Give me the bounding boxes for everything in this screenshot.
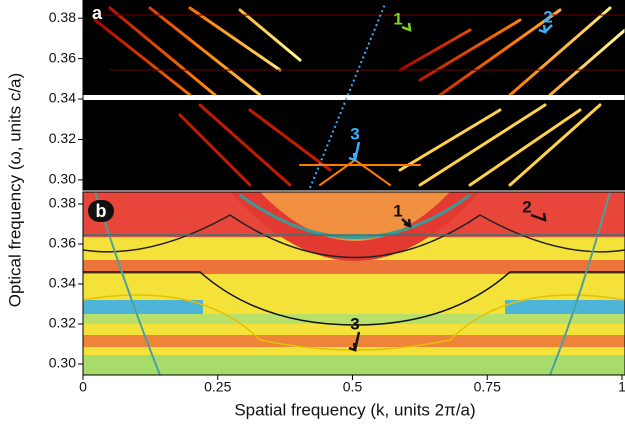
y-tick-label: 0.34 [49, 275, 76, 291]
y-tick-label: 0.32 [49, 315, 76, 331]
panel-label: b [96, 201, 107, 221]
panel-b-background [83, 192, 625, 375]
annotation-arrow [401, 218, 412, 228]
annotation-arrow [538, 24, 553, 34]
annotation: 2 [543, 7, 552, 26]
x-tick-label: 0.5 [343, 379, 363, 395]
annotation: 3 [350, 314, 359, 333]
x-tick-label: 0 [79, 379, 87, 395]
band-break [83, 95, 625, 100]
y-tick-label: 0.36 [49, 49, 76, 65]
annotation: 2 [522, 197, 531, 216]
y-tick-label: 0.34 [49, 90, 76, 106]
y-tick-label: 0.38 [49, 195, 76, 211]
y-tick-label: 0.30 [49, 171, 76, 187]
y-tick-label: 0.32 [49, 130, 76, 146]
x-tick-label: 0.75 [474, 379, 501, 395]
annotation: 1 [393, 9, 402, 28]
x-tick-label: 0.25 [204, 379, 231, 395]
panel-label-box [88, 200, 114, 222]
annotation-arrow [348, 331, 361, 352]
x-tick-label: 1 [618, 379, 625, 395]
panel-frame [82, 0, 625, 191]
annotation-arrow [530, 212, 547, 222]
y-axis-label: Optical frequency (ω, units c/a) [5, 73, 24, 307]
light-line [309, 3, 386, 189]
y-tick-label: 0.36 [49, 235, 76, 251]
annotation: 1 [393, 201, 402, 220]
annotation-arrow [348, 141, 361, 162]
panel-label: a [92, 3, 103, 23]
annotation-arrow [401, 22, 412, 32]
y-tick-label: 0.30 [49, 355, 76, 371]
y-tick-label: 0.38 [49, 9, 76, 25]
x-axis-label: Spatial frequency (k, units 2π/a) [234, 400, 475, 419]
annotation: 3 [350, 124, 359, 143]
